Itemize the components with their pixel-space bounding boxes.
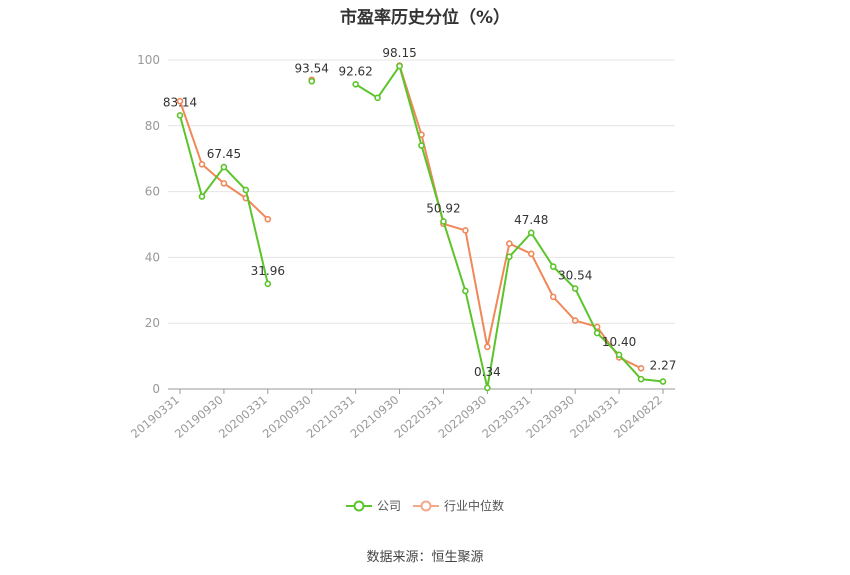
company-point: [198, 193, 206, 200]
industry-median-point: [220, 180, 228, 187]
chart-title: 市盈率历史分位（%）: [339, 8, 511, 28]
legend-industry-label: 行业中位数: [444, 499, 505, 513]
company-point: [527, 229, 535, 237]
industry-median-point: [264, 215, 272, 223]
y-tick-label: 60: [145, 185, 160, 199]
y-tick-label: 100: [137, 53, 160, 67]
data-label: 50.92: [426, 201, 460, 215]
company-point: [615, 351, 623, 359]
company-point: [264, 280, 272, 288]
industry-median-point: [506, 240, 513, 247]
company-point: [462, 287, 469, 295]
company-point: [220, 163, 228, 171]
company-point: [176, 112, 184, 119]
industry-median-point: [527, 250, 535, 258]
legend-company-marker-icon: [345, 500, 372, 511]
legend-industry-marker-icon: [413, 500, 439, 511]
company-point: [308, 77, 316, 85]
data-label: 67.45: [207, 147, 241, 161]
company-point: [440, 218, 447, 225]
data-label: 83.14: [163, 95, 197, 109]
data-label: 98.15: [382, 46, 416, 60]
legend-company-label: 公司: [376, 499, 401, 513]
company-point: [549, 263, 557, 270]
industry-median-point: [176, 97, 184, 105]
company-point: [484, 384, 491, 392]
data-source-note: 数据来源：恒生聚源: [366, 550, 484, 565]
company-point: [242, 186, 250, 194]
data-label: 2.27: [650, 359, 677, 373]
company-point: [571, 285, 579, 292]
y-tick-label: 20: [145, 316, 160, 330]
legend-item-company[interactable]: 公司: [345, 497, 401, 514]
data-label: 92.62: [338, 64, 372, 78]
company-point: [418, 142, 425, 149]
company-point: [637, 375, 645, 383]
legend-item-industry-median[interactable]: 行业中位数: [413, 497, 504, 514]
industry-median-point: [484, 343, 491, 351]
industry-median-point: [549, 293, 557, 301]
company-point: [352, 80, 359, 88]
industry-median-point: [637, 364, 645, 372]
y-tick-label: 40: [145, 250, 160, 264]
data-label: 30.54: [558, 269, 592, 283]
company-point: [374, 94, 381, 102]
company-point: [659, 378, 667, 385]
company-point: [593, 329, 601, 337]
data-label: 0.34: [474, 365, 501, 379]
data-label: 10.40: [602, 335, 636, 349]
x-tick-label: 20240822: [611, 393, 665, 441]
industry-median-point: [462, 227, 469, 234]
y-tick-label: 80: [145, 119, 160, 133]
industry-median-point: [198, 160, 206, 168]
data-label: 47.48: [514, 213, 548, 227]
data-label: 31.96: [251, 264, 285, 278]
chart-legend: 公司 行业中位数: [0, 497, 850, 514]
company-point: [396, 62, 403, 70]
company-point: [506, 253, 513, 261]
data-label: 93.54: [295, 61, 329, 75]
y-tick-label: 0: [152, 382, 160, 396]
industry-median-point: [571, 317, 579, 324]
